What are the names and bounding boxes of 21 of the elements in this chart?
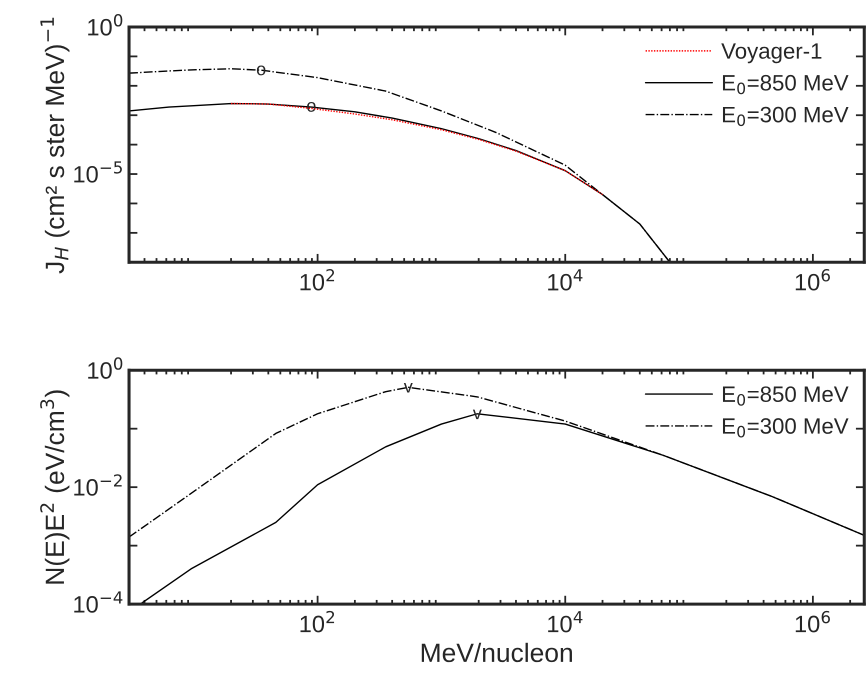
legend-label: Voyager-1 <box>721 43 822 64</box>
legend-label: E$_{0}$=850 MeV <box>722 386 849 406</box>
legend-label: E$_{0}$=850 MeV <box>722 74 849 94</box>
y-tick-label: 10$^{−2}$ <box>74 474 122 496</box>
y-axis-title: N(E)E$^{2}$ (eV/cm$^{3}$) <box>40 390 70 584</box>
y-axis-title: J$_{H}$ (cm² s ster MeV)$^{−1}$ <box>40 18 70 274</box>
x-tick-label: 10$^{6}$ <box>796 610 830 632</box>
annotation: v <box>404 382 413 392</box>
x-tick-label: 10$^{6}$ <box>796 269 830 291</box>
x-tick-label: 10$^{2}$ <box>300 610 334 632</box>
annotation: o <box>256 66 266 76</box>
x-axis-title: MeV/nucleon <box>422 642 572 662</box>
x-tick-label: 10$^{4}$ <box>548 269 582 291</box>
x-tick-label: 10$^{2}$ <box>300 269 334 291</box>
x-tick-label: 10$^{4}$ <box>548 611 582 632</box>
y-tick-label: 10$^{−4}$ <box>74 591 122 613</box>
y-tick-label: 10$^{0}$ <box>88 14 122 36</box>
legend-label: E$_{0}$=300 MeV <box>722 418 849 438</box>
y-tick-label: 10$^{−5}$ <box>74 161 122 183</box>
y-tick-label: 10$^{0}$ <box>88 357 122 379</box>
legend-label: E$_{0}$=300 MeV <box>722 106 849 126</box>
